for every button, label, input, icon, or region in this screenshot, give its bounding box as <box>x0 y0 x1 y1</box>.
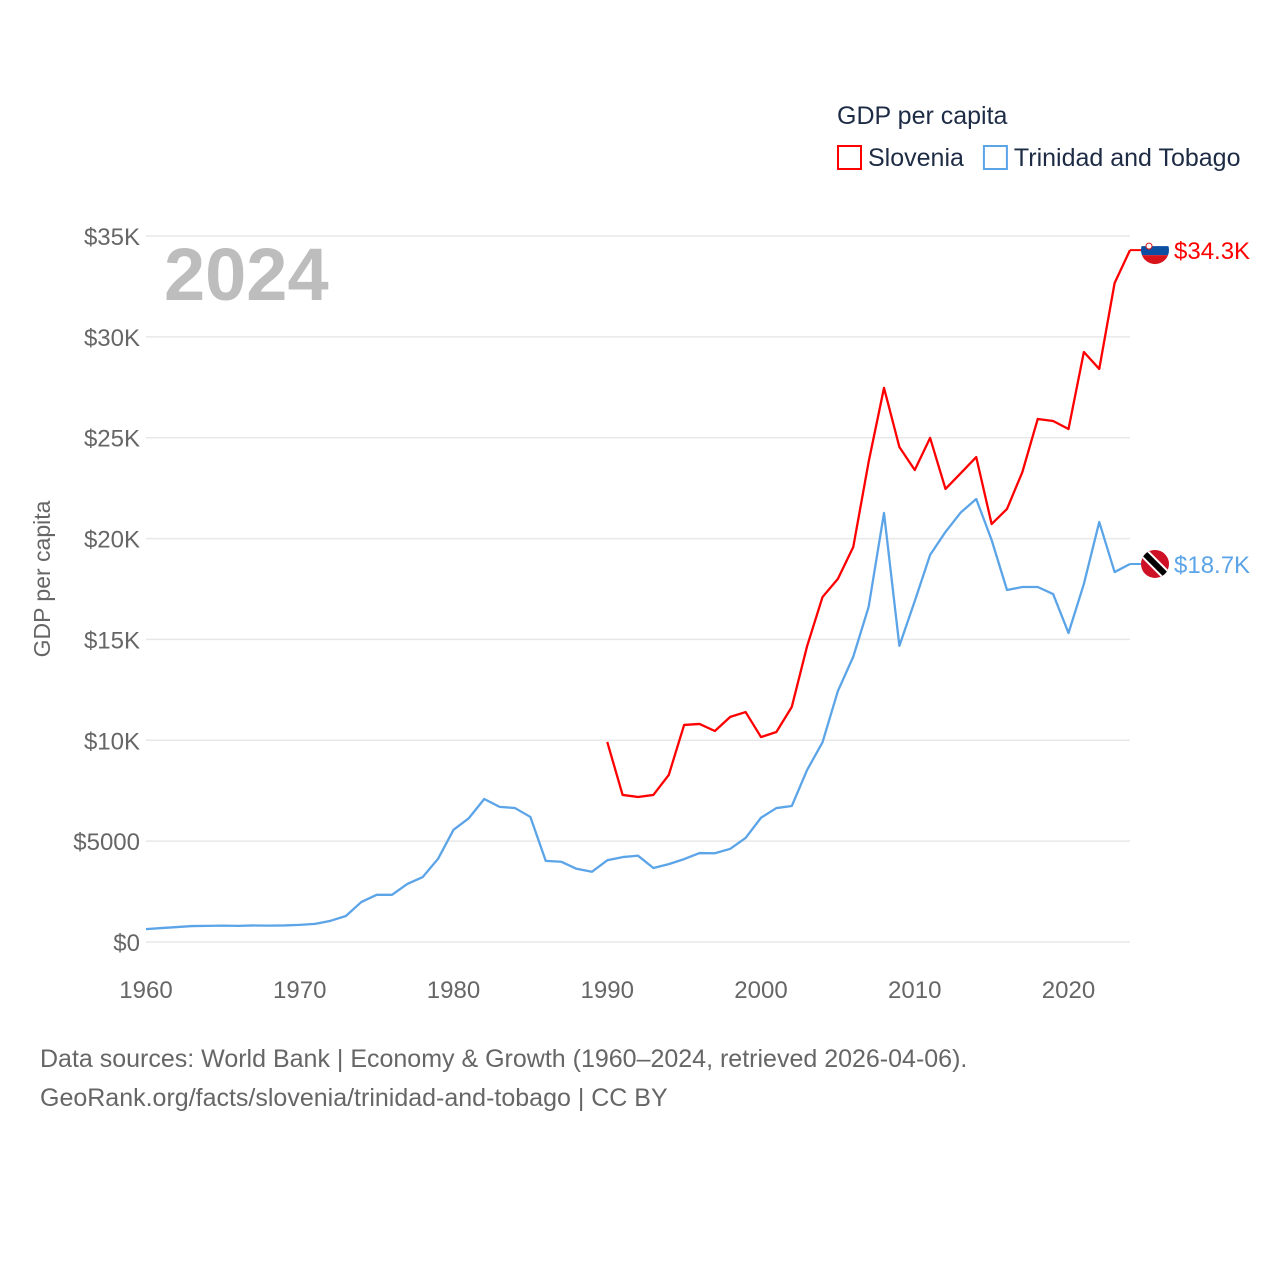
legend-label: Slovenia <box>868 144 964 172</box>
y-tick-label: $30K <box>84 325 140 352</box>
year-watermark: 2024 <box>164 233 329 316</box>
y-tick-label: $25K <box>84 426 140 453</box>
source-url[interactable]: GeoRank.org/facts/slovenia/trinidad-and-… <box>40 1084 668 1112</box>
y-tick-label: $20K <box>84 527 140 554</box>
legend-title: GDP per capita <box>837 102 1008 130</box>
x-tick-label: 1990 <box>581 977 634 1004</box>
x-tick-label: 2020 <box>1042 977 1095 1004</box>
x-tick-label: 1960 <box>119 977 172 1004</box>
legend: Slovenia Trinidad and Tobago <box>837 144 1241 172</box>
slovenia-flag-icon <box>1141 236 1169 265</box>
legend-item[interactable]: Slovenia <box>837 144 964 172</box>
x-tick-label: 2010 <box>888 977 941 1004</box>
y-tick-label: $10K <box>84 728 140 755</box>
line-chart: GDP per capita Slovenia Trinidad and Toba… <box>29 102 1250 1004</box>
legend-label: Trinidad and Tobago <box>1014 144 1241 172</box>
y-tick-label: $15K <box>84 627 140 654</box>
y-tick-label: $0 <box>113 930 140 957</box>
series-line-trinidad-and-tobago <box>145 497 1131 931</box>
legend-item[interactable]: Trinidad and Tobago <box>982 144 1241 172</box>
data-sources: Data sources: World Bank | Economy & Gro… <box>40 1045 968 1073</box>
y-axis-label: GDP per capita <box>29 500 55 657</box>
trinidad-flag-icon <box>1141 549 1169 578</box>
x-tick-label: 2000 <box>734 977 787 1004</box>
y-tick-label: $5000 <box>73 829 140 856</box>
series-line-slovenia <box>606 249 1132 799</box>
x-tick-label: 1980 <box>427 977 480 1004</box>
end-value-label: $18.7K <box>1174 552 1250 579</box>
end-value-label: $34.3K <box>1174 238 1250 265</box>
x-tick-label: 1970 <box>273 977 326 1004</box>
y-tick-label: $35K <box>84 224 140 251</box>
